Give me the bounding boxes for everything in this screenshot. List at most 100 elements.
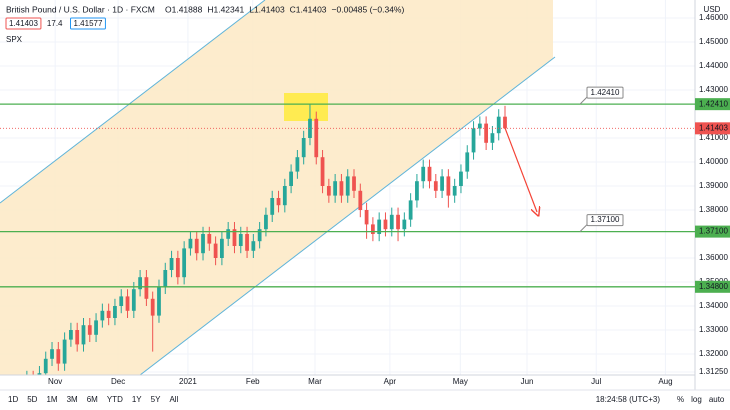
range-button[interactable]: 5Y (151, 395, 161, 404)
level-label: 1.42410 (699, 99, 728, 108)
candle-body (232, 229, 237, 246)
range-button[interactable]: 6M (87, 395, 98, 404)
candle-body (125, 296, 130, 311)
ohlc-value: −0.00485 (−0.34%) (332, 4, 405, 14)
candle-body (377, 219, 382, 234)
candle-body (144, 277, 149, 299)
y-tick-label: 1.36000 (699, 253, 728, 262)
candle-body (270, 198, 275, 215)
candle-body (364, 210, 369, 225)
range-button[interactable]: 1Y (132, 395, 142, 404)
candle-body (157, 286, 161, 316)
callout-box (586, 214, 624, 227)
candle-body (94, 320, 98, 335)
ohlc-value: C1.41403 (290, 4, 327, 14)
candle-body (465, 152, 470, 172)
candle-body (402, 219, 407, 230)
candle-body (150, 298, 155, 316)
channel-upper (0, 0, 266, 204)
scale-button[interactable]: % (677, 395, 684, 404)
candle-body (415, 181, 419, 201)
indicator: SPX (6, 35, 23, 44)
ohlc-value: H1.42341 (207, 4, 244, 14)
x-tick-label: May (453, 377, 468, 386)
last-price-label: 1.41403 (699, 123, 728, 132)
range-button[interactable]: 3M (67, 395, 78, 404)
candle-body (459, 171, 463, 186)
candle-body (295, 157, 300, 172)
candles (26, 104, 507, 375)
candle-body (427, 166, 432, 182)
candle-body (282, 186, 287, 206)
range-button[interactable]: YTD (107, 395, 123, 404)
candle-body (484, 123, 489, 143)
candle-body (37, 373, 42, 375)
candle-body (345, 176, 350, 196)
x-tick-label: Feb (246, 377, 260, 386)
candle-body (383, 219, 388, 230)
candle-body (62, 339, 67, 364)
y-tick-label: 1.33000 (699, 325, 728, 334)
candle-body (106, 310, 111, 318)
y-tick-label: 1.34000 (699, 301, 728, 310)
candle-body (182, 248, 187, 278)
candle-body (81, 325, 86, 345)
candle-body (213, 243, 218, 258)
ohlc-value: O1.41888 (165, 4, 203, 14)
x-tick-label: Aug (658, 377, 672, 386)
x-tick-label: 2021 (179, 377, 197, 386)
last-price-tag (695, 122, 730, 135)
candle-body (352, 176, 356, 191)
candle-body (238, 234, 243, 246)
y-tick-label: 1.46000 (699, 13, 728, 22)
y-tick-label: 1.43000 (699, 85, 728, 94)
x-tick-label: Apr (384, 377, 397, 386)
candle-body (245, 234, 249, 251)
candle-body (113, 306, 117, 318)
candle-body (503, 116, 507, 129)
level-label: 1.34800 (699, 282, 728, 291)
candle-body (389, 214, 394, 230)
candle-body (251, 241, 256, 251)
candle-body (138, 277, 142, 290)
range-button[interactable]: 5D (27, 395, 37, 404)
candle-body (421, 166, 426, 182)
y-tick-label: 1.41000 (699, 133, 728, 142)
candle-body (100, 310, 105, 321)
candle-body (264, 214, 268, 230)
callout-label: 1.37100 (591, 215, 620, 224)
quote-box (5, 17, 42, 30)
candle-body (289, 171, 293, 186)
scale-button[interactable]: log (691, 395, 702, 404)
range-button[interactable]: All (169, 395, 178, 404)
level-tag (695, 98, 730, 111)
x-tick-label: Mar (308, 377, 322, 386)
quote-value: 1.41403 (9, 19, 38, 28)
scale-button[interactable]: auto (709, 395, 725, 404)
y-tick-label: 1.31250 (699, 367, 728, 376)
level-label: 1.37100 (699, 227, 728, 236)
range-button[interactable]: 1M (46, 395, 57, 404)
y-tick-label: 1.38000 (699, 205, 728, 214)
range-button[interactable]: 1D (8, 395, 18, 404)
y-tick-label: 1.45000 (699, 37, 728, 46)
ohlc-value: L1.41403 (249, 4, 285, 14)
quote-value: 17.4 (47, 19, 63, 28)
candle-body (43, 358, 48, 374)
candle-body (477, 123, 482, 129)
candle-body (446, 176, 451, 196)
level-tag (695, 225, 730, 238)
candle-body (358, 190, 363, 210)
candle-body (194, 238, 199, 254)
quote-value: 1.41577 (74, 19, 103, 28)
channel-lower (139, 56, 556, 375)
candle-body (56, 349, 61, 364)
candle-body (496, 116, 501, 134)
candle-body (50, 349, 54, 359)
candle-body (207, 234, 212, 244)
callout-box (586, 86, 624, 99)
candle-body (396, 214, 400, 230)
candle-body (320, 157, 325, 186)
candle-body (440, 176, 444, 191)
